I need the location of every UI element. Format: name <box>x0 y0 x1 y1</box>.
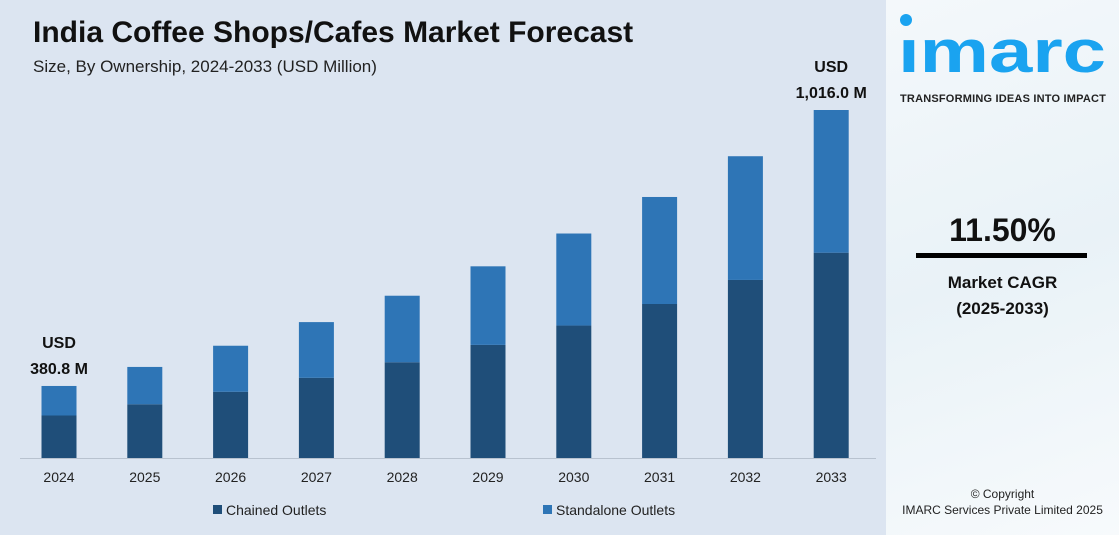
company-name: IMARC Services Private Limited 2025 <box>902 503 1103 517</box>
cagr-label: Market CAGR (2025-2033) <box>886 270 1119 322</box>
bar-standalone-2032 <box>727 156 763 280</box>
bar-standalone-2027 <box>298 322 334 378</box>
bar-chained-2033 <box>813 252 849 458</box>
bar-standalone-2025 <box>127 366 163 405</box>
data-label-unit: USD <box>814 59 848 76</box>
bar-chained-2025 <box>127 404 163 458</box>
data-label-unit: USD <box>42 335 76 352</box>
data-label-value: 1,016.0 M <box>796 85 867 102</box>
data-label-value: 380.8 M <box>30 361 88 378</box>
x-tick-label: 2027 <box>301 469 332 485</box>
x-tick-label: 2031 <box>644 469 675 485</box>
svg-text:ımarc: ımarc <box>898 18 1106 85</box>
bar-standalone-2028 <box>384 295 420 363</box>
chart-subtitle: Size, By Ownership, 2024-2033 (USD Milli… <box>33 57 377 76</box>
chart-title: India Coffee Shops/Cafes Market Forecast <box>33 16 634 49</box>
cagr-label-text: Market CAGR <box>947 273 1058 292</box>
imarc-logo: ımarc <box>898 14 1106 85</box>
legend-label-1: Standalone Outlets <box>556 502 675 518</box>
cagr-period: (2025-2033) <box>956 299 1049 318</box>
bar-chained-2026 <box>213 391 249 458</box>
bar-standalone-2031 <box>642 196 678 305</box>
bar-standalone-2026 <box>213 345 249 392</box>
legend-label-0: Chained Outlets <box>226 502 326 518</box>
x-tick-label: 2033 <box>816 469 847 485</box>
bar-chained-2030 <box>556 325 592 458</box>
bar-chained-2029 <box>470 344 506 458</box>
side-panel: ımarc TRANSFORMING IDEAS INTO IMPACT 11.… <box>886 0 1119 535</box>
bar-standalone-2033 <box>813 110 849 253</box>
divider <box>916 253 1087 258</box>
copyright-text: © Copyright <box>970 487 1035 501</box>
copyright: © Copyright IMARC Services Private Limit… <box>886 486 1119 518</box>
x-tick-label: 2025 <box>129 469 160 485</box>
x-tick-label: 2030 <box>558 469 589 485</box>
bar-chained-2032 <box>727 279 763 458</box>
x-tick-label: 2028 <box>387 469 418 485</box>
bar-chained-2027 <box>298 377 334 458</box>
bar-standalone-2024 <box>41 385 77 416</box>
cagr-value: 11.50% <box>949 212 1056 248</box>
x-tick-label: 2024 <box>43 469 74 485</box>
bar-standalone-2029 <box>470 266 506 345</box>
stacked-bar-chart: 2024 USD 380.8 M 2025 2026 2027 2028 2029 2030 20… <box>20 59 876 518</box>
bar-chained-2031 <box>642 304 678 458</box>
chart-panel: India Coffee Shops/Cafes Market Forecast… <box>0 0 886 535</box>
bar-chained-2024 <box>41 415 77 458</box>
x-tick-label: 2026 <box>215 469 246 485</box>
x-tick-label: 2029 <box>472 469 503 485</box>
bar-chained-2028 <box>384 362 420 458</box>
x-tick-label: 2032 <box>730 469 761 485</box>
legend-swatch-0 <box>213 505 222 514</box>
legend-swatch-1 <box>543 505 552 514</box>
bar-standalone-2030 <box>556 233 592 326</box>
tagline: TRANSFORMING IDEAS INTO IMPACT <box>900 93 1107 105</box>
